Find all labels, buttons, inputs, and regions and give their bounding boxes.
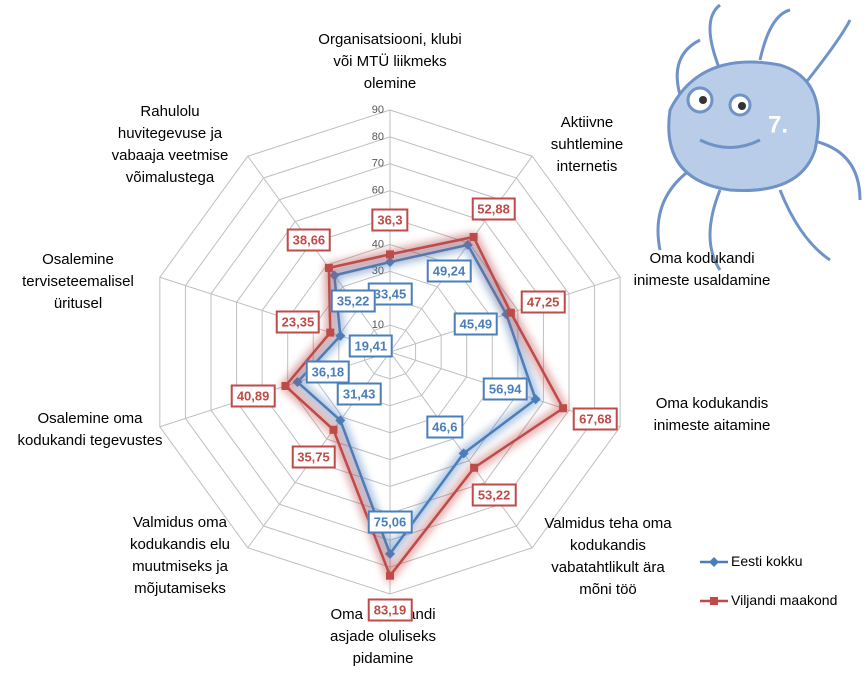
- value-label: 52,88: [471, 197, 516, 221]
- value-label: 53,22: [471, 483, 517, 507]
- value-label: 35,75: [291, 445, 336, 469]
- legend-marker: [709, 557, 719, 567]
- spoke: [247, 155, 391, 353]
- category-label: Valmidus teha oma kodukandis vabatahtlik…: [544, 515, 672, 598]
- value-label: 47,25: [520, 290, 566, 314]
- legend-marker: [710, 597, 718, 605]
- value-label: 45,49: [453, 312, 499, 336]
- marker: [386, 250, 394, 259]
- legend-label: Eesti kokku: [731, 553, 803, 569]
- spoke: [389, 155, 533, 353]
- marker: [335, 330, 346, 341]
- r-tick-label: 60: [372, 185, 384, 197]
- category-label: Osalemine oma kodukandi tegevustes: [17, 410, 163, 449]
- category-label: Aktiivne suhtlemine internetis: [550, 114, 624, 175]
- value-label: 67,68: [573, 407, 618, 431]
- value-label: 40,89: [230, 384, 276, 408]
- value-label: 46,6: [426, 415, 464, 439]
- value-label: 31,43: [336, 382, 382, 406]
- category-label: Osalemine terviseteemalisel üritusel: [22, 251, 134, 312]
- value-label: 56,94: [482, 377, 528, 401]
- category-label: Organisatsiooni, klubi või MTÜ liikmeks …: [318, 31, 462, 92]
- marker: [506, 308, 515, 317]
- marker: [458, 448, 469, 459]
- category-label: Oma kodukandi inimeste usaldamine: [633, 250, 771, 289]
- marker: [326, 328, 335, 337]
- marker: [324, 263, 333, 272]
- category-label: Rahulolu huvitegevuse ja vabaaja veetmis…: [111, 103, 229, 186]
- value-label: 36,3: [371, 208, 409, 232]
- illustration-label: 7.: [768, 111, 788, 138]
- r-tick-label: 40: [372, 238, 384, 250]
- marker: [386, 571, 394, 580]
- marker: [335, 415, 346, 426]
- legend-label: Viljandi maakond: [731, 592, 838, 608]
- r-tick-label: 10: [372, 319, 384, 331]
- marker: [470, 463, 479, 472]
- r-tick-label: 90: [372, 104, 384, 116]
- value-label: 19,41: [348, 334, 394, 358]
- marker: [530, 394, 541, 405]
- marker: [329, 425, 338, 434]
- marker: [281, 381, 290, 390]
- value-label: 38,66: [286, 228, 332, 252]
- category-label: Valmidus oma kodukandis elu muutmiseks j…: [129, 514, 231, 597]
- illustration: [656, 3, 862, 271]
- value-label: 75,06: [367, 510, 413, 534]
- marker: [469, 232, 478, 241]
- value-label: 23,35: [275, 310, 321, 334]
- marker: [559, 404, 568, 413]
- value-label: 49,24: [426, 259, 472, 283]
- category-label: Oma kodukandis inimeste aitamine: [653, 395, 771, 434]
- value-label: 83,19: [367, 598, 413, 622]
- value-label: 36,18: [305, 360, 351, 384]
- r-tick-label: 70: [372, 158, 384, 170]
- r-tick-label: 80: [372, 131, 384, 143]
- value-label: 35,22: [330, 289, 376, 313]
